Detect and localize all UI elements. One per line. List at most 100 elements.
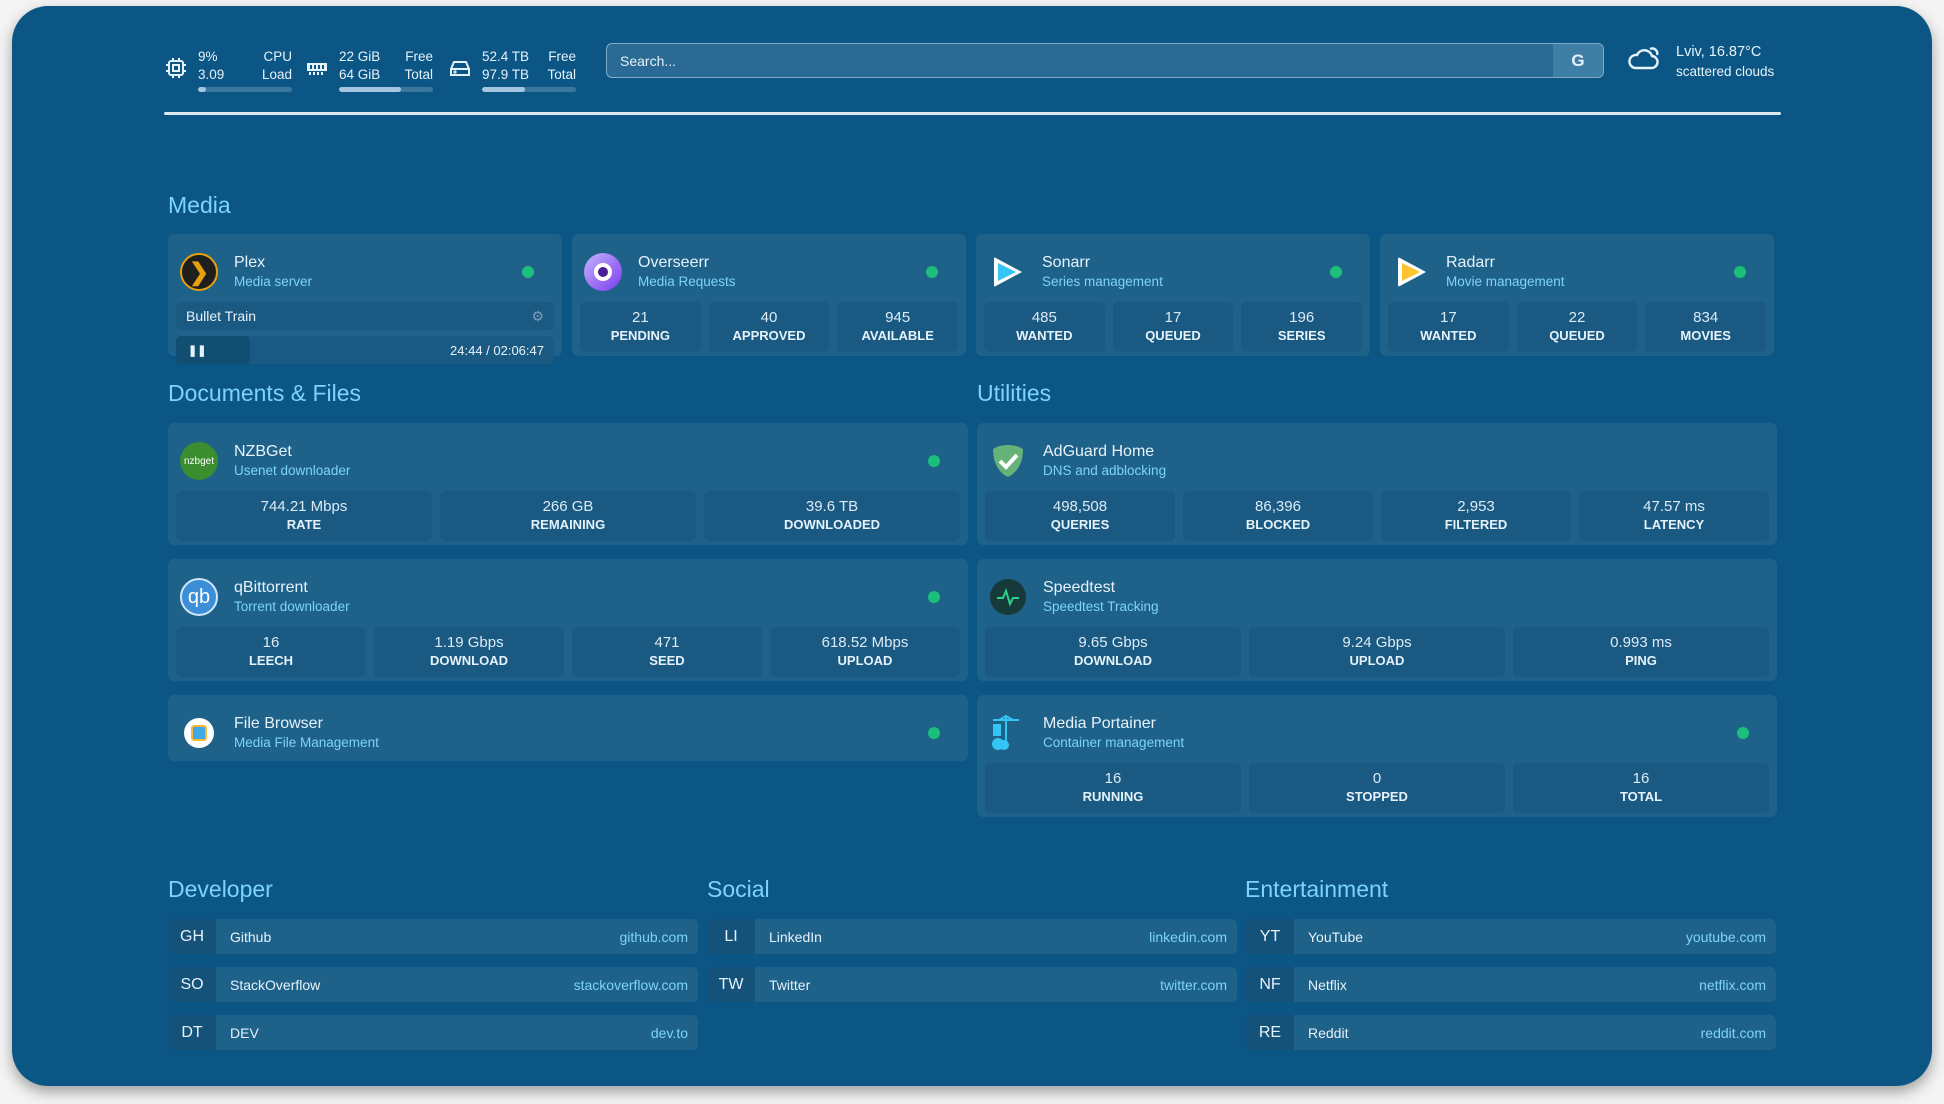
cpu-widget: 9% CPU 3.09 Load — [164, 48, 292, 92]
stat-value: 21 — [631, 309, 649, 326]
stat-label: PENDING — [610, 328, 670, 343]
bookmark-name: Twitter — [769, 976, 811, 993]
bookmark-github[interactable]: GH Github github.com — [168, 919, 698, 954]
settings-icon[interactable]: ⚙ — [531, 307, 544, 324]
now-playing: Bullet Train ⚙ — [176, 302, 554, 330]
bookmark-name: Reddit — [1308, 1024, 1349, 1041]
bookmark-abbr: SO — [168, 967, 216, 1002]
bookmark-url[interactable]: netflix.com — [1699, 976, 1766, 993]
bookmark-twitter[interactable]: TW Twitter twitter.com — [707, 967, 1237, 1002]
stat-value: 618.52 Mbps — [821, 634, 909, 651]
stat-value: 40 — [760, 309, 778, 326]
stat-label: STOPPED — [1346, 789, 1408, 804]
stat-total: 16 TOTAL — [1513, 763, 1769, 813]
sonarr-icon — [994, 257, 1022, 287]
service-desc: Container management — [1043, 735, 1185, 750]
service-name: AdGuard Home — [1043, 443, 1155, 460]
stat-label: DOWNLOADED — [783, 517, 881, 532]
disk-bar — [482, 87, 576, 92]
stat-label: WANTED — [1016, 328, 1073, 343]
bookmark-url[interactable]: youtube.com — [1685, 928, 1766, 945]
cpu-icon — [166, 58, 186, 78]
service-card-overseerr[interactable]: Overseerr Media Requests 21 PENDING 40 APPRO… — [572, 234, 966, 356]
service-card-qbittorrent[interactable]: qb qBittorrent Torrent downloader 16 LEECH 1… — [168, 559, 968, 681]
memory-widget: 22 GiB Free 64 GiB Total — [305, 48, 433, 92]
service-card-speedtest[interactable]: Speedtest Speedtest Tracking 9.65 Gbps DOW… — [977, 559, 1777, 681]
stats-row: 498,508 QUERIES 86,396 BLOCKED 2,953 FILTERED… — [977, 491, 1777, 541]
stat-approved: 40 APPROVED — [708, 302, 830, 352]
portainer-icon — [992, 714, 1019, 750]
stat-ping: 0.993 ms PING — [1513, 627, 1769, 677]
weather-location-temp: Lviv, 16.87°C — [1676, 44, 1762, 60]
service-desc: Movie management — [1446, 274, 1565, 289]
stat-downloaded: 39.6 TB DOWNLOADED — [704, 491, 960, 541]
bookmark-url[interactable]: reddit.com — [1700, 1024, 1766, 1041]
cpu-percent: 9% — [198, 49, 218, 64]
service-card-file-browser[interactable]: File Browser Media File Management — [168, 695, 968, 761]
bookmark-url[interactable]: twitter.com — [1160, 976, 1227, 993]
stat-value: 266 GB — [542, 498, 594, 515]
overseerr-icon — [584, 253, 622, 291]
now-playing-title: Bullet Train — [186, 308, 257, 324]
stat-running: 16 RUNNING — [985, 763, 1241, 813]
bookmark-dev[interactable]: DT DEV dev.to — [168, 1015, 698, 1050]
stat-available: 945 AVAILABLE — [837, 302, 959, 352]
free-label: Free — [548, 49, 576, 64]
memory-icon — [307, 63, 327, 75]
disk-free: 52.4 TB — [482, 49, 530, 64]
section-title-entertainment: Entertainment — [1245, 876, 1389, 902]
stat-label: QUEUED — [1549, 328, 1605, 343]
stat-label: WANTED — [1420, 328, 1477, 343]
service-card-radarr[interactable]: Radarr Movie management 17 WANTED 22 QUEUED 8… — [1380, 234, 1774, 356]
bookmark-abbr: RE — [1246, 1015, 1294, 1050]
search-engine-button[interactable]: G — [1553, 44, 1603, 77]
service-card-nzbget[interactable]: nzbget NZBGet Usenet downloader 744.21 Mbp… — [168, 423, 968, 545]
stat-value: 744.21 Mbps — [260, 498, 348, 515]
playback-bar[interactable]: ❚❚ 24:44 / 02:06:47 — [176, 336, 554, 364]
service-name: qBittorrent — [234, 579, 308, 596]
status-dot — [1737, 727, 1749, 739]
bookmark-netflix[interactable]: NF Netflix netflix.com — [1246, 967, 1776, 1002]
bookmark-reddit[interactable]: RE Reddit reddit.com — [1246, 1015, 1776, 1050]
bookmark-url[interactable]: linkedin.com — [1149, 928, 1227, 945]
pause-icon[interactable]: ❚❚ — [188, 344, 207, 357]
service-card-plex[interactable]: ❯ Plex Media server Bullet Train ⚙ ❚❚ 24:4… — [168, 234, 562, 364]
bookmark-name: StackOverflow — [230, 976, 321, 993]
hard-drive-icon — [450, 61, 470, 76]
bookmark-abbr: GH — [168, 919, 216, 954]
bookmark-youtube[interactable]: YT YouTube youtube.com — [1246, 919, 1776, 954]
load-label: Load — [261, 67, 292, 82]
status-dot — [926, 266, 938, 278]
status-dot — [928, 591, 940, 603]
search-input[interactable] — [607, 44, 1553, 77]
search-bar: G — [606, 43, 1604, 78]
qbittorrent-icon: qb — [180, 578, 218, 616]
bookmark-name: Github — [230, 928, 272, 945]
service-card-adguard-home[interactable]: AdGuard Home DNS and adblocking 498,508 QU… — [977, 423, 1777, 545]
bookmark-linkedin[interactable]: LI LinkedIn linkedin.com — [707, 919, 1237, 954]
section-title-utilities: Utilities — [977, 380, 1052, 406]
service-card-media-portainer[interactable]: Media Portainer Container management 16 RU… — [977, 695, 1777, 817]
memory-total: 64 GiB — [339, 67, 381, 82]
section-title-social: Social — [707, 876, 770, 902]
stat-label: QUEUED — [1145, 328, 1201, 343]
bookmark-abbr: NF — [1246, 967, 1294, 1002]
bookmark-url[interactable]: dev.to — [650, 1024, 688, 1041]
bookmark-stackoverflow[interactable]: SO StackOverflow stackoverflow.com — [168, 967, 698, 1002]
plex-icon: ❯ — [180, 253, 218, 291]
service-card-sonarr[interactable]: Sonarr Series management 485 WANTED 17 QUEUE… — [976, 234, 1370, 356]
stat-download: 9.65 Gbps DOWNLOAD — [985, 627, 1241, 677]
status-dot — [928, 727, 940, 739]
weather-widget: Lviv, 16.87°C scattered clouds — [1626, 42, 1774, 82]
stat-value: 1.19 Gbps — [434, 634, 504, 651]
stat-label: AVAILABLE — [861, 328, 934, 343]
stat-latency: 47.57 ms LATENCY — [1579, 491, 1769, 541]
stat-label: TOTAL — [1619, 789, 1663, 804]
stat-value: 86,396 — [1255, 498, 1301, 515]
bookmark-name: LinkedIn — [769, 928, 822, 945]
status-dot — [1734, 266, 1746, 278]
stat-value: 16 — [1632, 770, 1650, 787]
service-desc: Media Requests — [638, 274, 736, 289]
bookmark-url[interactable]: github.com — [619, 928, 688, 945]
bookmark-url[interactable]: stackoverflow.com — [573, 976, 688, 993]
